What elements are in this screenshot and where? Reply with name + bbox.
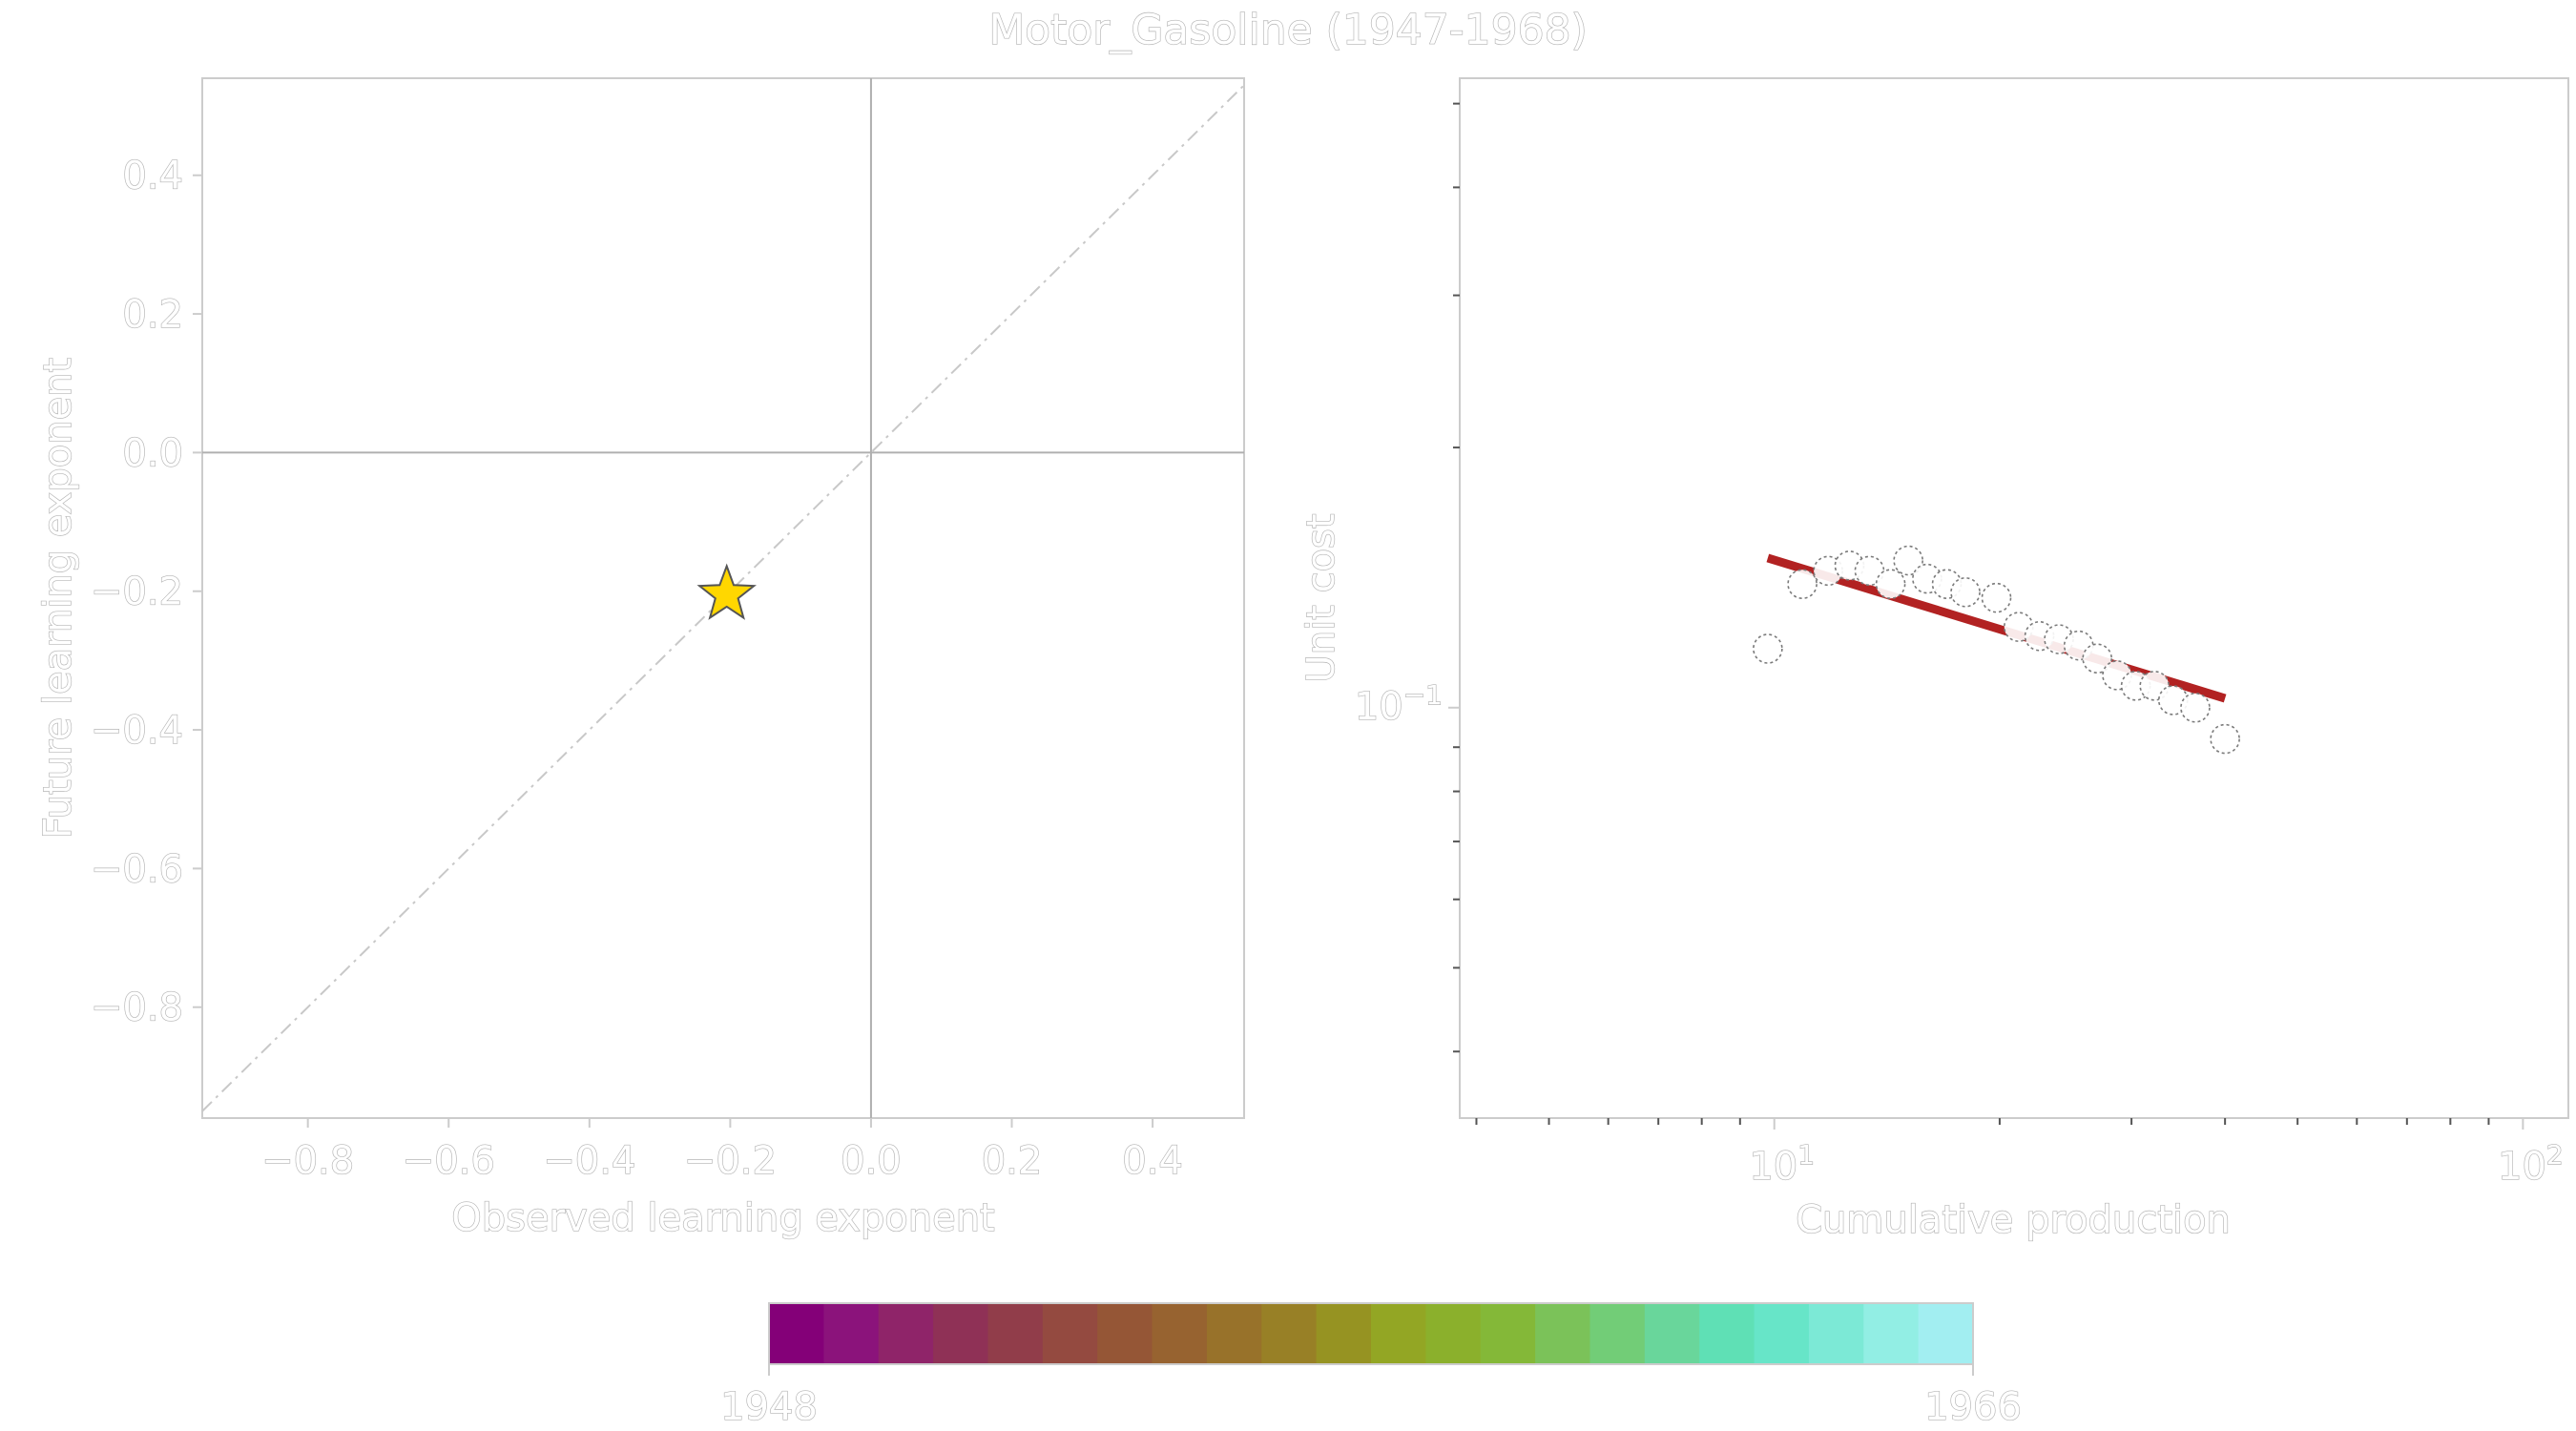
y-tick-label: −0.2	[91, 570, 183, 614]
data-point	[1753, 633, 1783, 664]
colorbar-cell	[1589, 1303, 1646, 1364]
right-x-axis-label: Cumulative production	[1796, 1198, 2231, 1242]
learning-exponent-panel: −0.8 −0.6 −0.4 −0.2 0.0 0.2 0.4 −0.8 −0.6 −0.4 −0.…	[35, 77, 1245, 1241]
x-tick-label: −0.2	[684, 1139, 777, 1183]
left-plot-frame	[201, 77, 1245, 1119]
x-tick-label: 0.0	[841, 1139, 902, 1183]
y-tick-label: −0.6	[91, 847, 183, 891]
colorbar-min-label: 1948	[720, 1385, 818, 1429]
right-points	[1753, 545, 2240, 755]
data-point	[2210, 723, 2240, 755]
colorbar-cell	[1863, 1303, 1920, 1364]
left-points	[696, 563, 757, 620]
y-tick-label: 0.2	[122, 293, 183, 337]
colorbar-cell	[1152, 1303, 1208, 1364]
x-tick-label: 102	[2498, 1139, 2564, 1189]
y-tick-label: −0.8	[91, 986, 183, 1030]
colorbar-cell	[1206, 1303, 1262, 1364]
x-tick-label: 0.4	[1122, 1139, 1183, 1183]
colorbar-cells	[769, 1303, 1974, 1364]
colorbar-cell	[769, 1303, 824, 1364]
data-point	[1875, 569, 1906, 600]
right-ticks: 101 102 10−1	[1354, 102, 2564, 1190]
star-marker	[696, 563, 757, 620]
colorbar-cell	[933, 1303, 989, 1364]
colorbar-cell	[878, 1303, 934, 1364]
colorbar-cell	[1754, 1303, 1810, 1364]
x-tick-label: −0.8	[261, 1139, 354, 1183]
x-tick-label: 0.2	[982, 1139, 1043, 1183]
data-point	[2082, 643, 2112, 674]
y-tick-label: 0.0	[122, 431, 183, 475]
x-tick-label: −0.6	[403, 1139, 495, 1183]
colorbar-cell	[1699, 1303, 1755, 1364]
colorbar-cell	[1042, 1303, 1098, 1364]
data-point	[1981, 582, 2012, 613]
data-point	[1854, 555, 1885, 587]
left-ticks: −0.8 −0.6 −0.4 −0.2 0.0 0.2 0.4 −0.8 −0.6 −0.4 −0.…	[90, 154, 1183, 1184]
left-x-axis-label: Observed learning exponent	[451, 1196, 995, 1240]
colorbar-cell	[1425, 1303, 1482, 1364]
x-tick-label: −0.4	[543, 1139, 635, 1183]
year-colorbar: 1948 1966	[719, 1302, 2023, 1430]
colorbar-cell	[1480, 1303, 1536, 1364]
left-y-axis-label: Future learning exponent	[36, 358, 80, 839]
y-tick-label: −0.4	[91, 709, 183, 753]
data-point	[2180, 692, 2211, 723]
colorbar-cell	[1316, 1303, 1372, 1364]
data-point	[1950, 577, 1981, 608]
colorbar-cell	[1097, 1303, 1153, 1364]
colorbar-frame	[768, 1302, 1974, 1365]
colorbar-cell	[1808, 1303, 1864, 1364]
colorbar-cell	[1918, 1303, 1974, 1364]
colorbar-cell	[1371, 1303, 1426, 1364]
colorbar-cell	[1644, 1303, 1700, 1364]
x-tick-label: 101	[1749, 1139, 1815, 1189]
right-y-axis-label: Unit cost	[1299, 513, 1343, 682]
colorbar-cell	[823, 1303, 880, 1364]
y-tick-label: 0.4	[122, 155, 183, 198]
colorbar-cell	[1261, 1303, 1318, 1364]
data-point	[1787, 569, 1818, 600]
figure-title: Motor_Gasoline (1947-1968)	[988, 6, 1588, 54]
data-point	[1893, 545, 1923, 576]
experience-curve-panel: 101 102 10−1 Cumulative production Unit co…	[1298, 77, 2569, 1243]
colorbar-cell	[1535, 1303, 1591, 1364]
colorbar-max-label: 1966	[1924, 1385, 2022, 1429]
colorbar-cell	[987, 1303, 1044, 1364]
y-tick-label: 10−1	[1355, 679, 1443, 729]
right-plot-frame	[1459, 77, 2569, 1119]
